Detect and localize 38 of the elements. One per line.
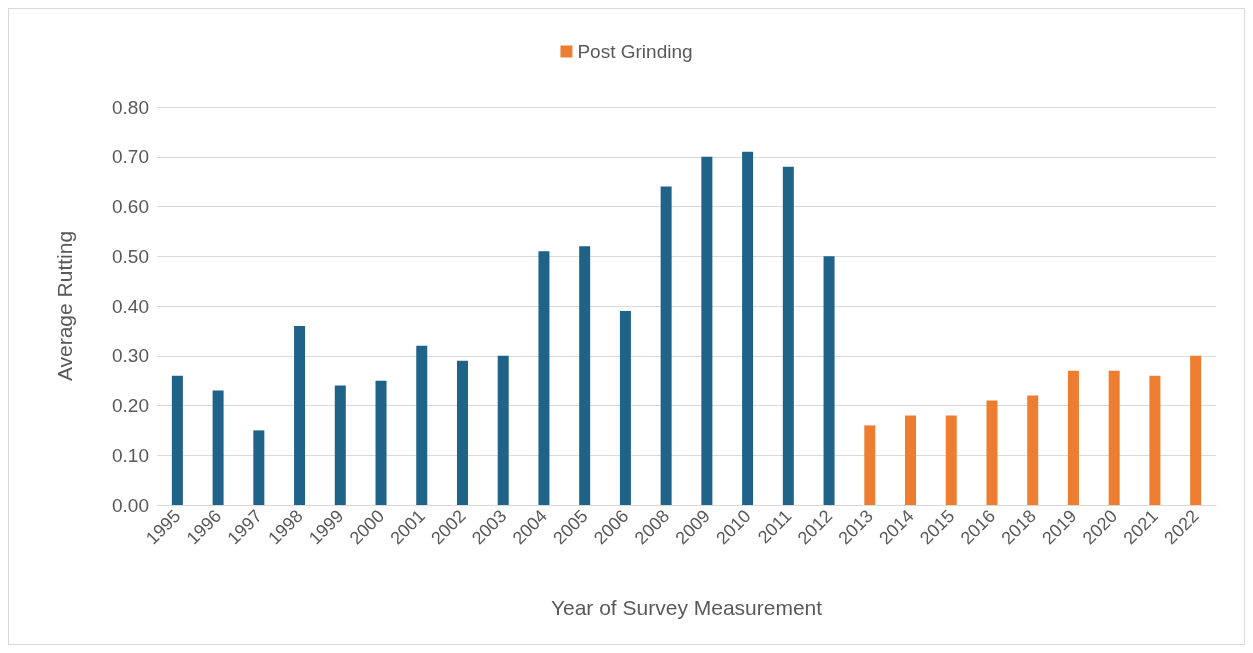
y-tick-label: 0.10 [112, 444, 149, 466]
y-tick-label: 0.00 [112, 494, 149, 516]
bar [416, 345, 428, 505]
y-tick-label: 0.80 [112, 96, 149, 118]
bar [456, 360, 468, 505]
bar [212, 390, 224, 505]
y-tick-label: 0.70 [112, 146, 149, 168]
bar [1108, 370, 1120, 505]
bar [497, 355, 509, 505]
bar [294, 325, 306, 505]
bar [334, 385, 346, 505]
bar [864, 425, 876, 505]
bar [253, 430, 265, 505]
bar [742, 151, 754, 505]
bar [375, 380, 387, 505]
bar [701, 156, 713, 505]
y-tick-label: 0.20 [112, 395, 149, 416]
bar [171, 375, 183, 505]
y-tick-label: 0.60 [112, 196, 149, 217]
y-axis-title: Average Rutting [53, 230, 76, 382]
y-tick-label: 0.40 [112, 295, 149, 317]
bar [945, 415, 957, 505]
bar [1027, 395, 1039, 505]
y-tick-label: 0.50 [112, 245, 149, 267]
bar [986, 400, 998, 505]
bar [1067, 370, 1079, 505]
bar [1149, 375, 1161, 505]
y-tick-label: 0.30 [112, 345, 149, 367]
bar [782, 166, 794, 505]
x-axis-title: Year of Survey Measurement [550, 596, 823, 619]
bar [579, 246, 591, 505]
bar [1190, 355, 1202, 505]
bar [660, 186, 672, 505]
bar [538, 251, 550, 505]
bar [619, 310, 631, 505]
bar [823, 256, 835, 505]
bar [905, 415, 917, 505]
legend-label: Post Grinding [577, 41, 693, 62]
